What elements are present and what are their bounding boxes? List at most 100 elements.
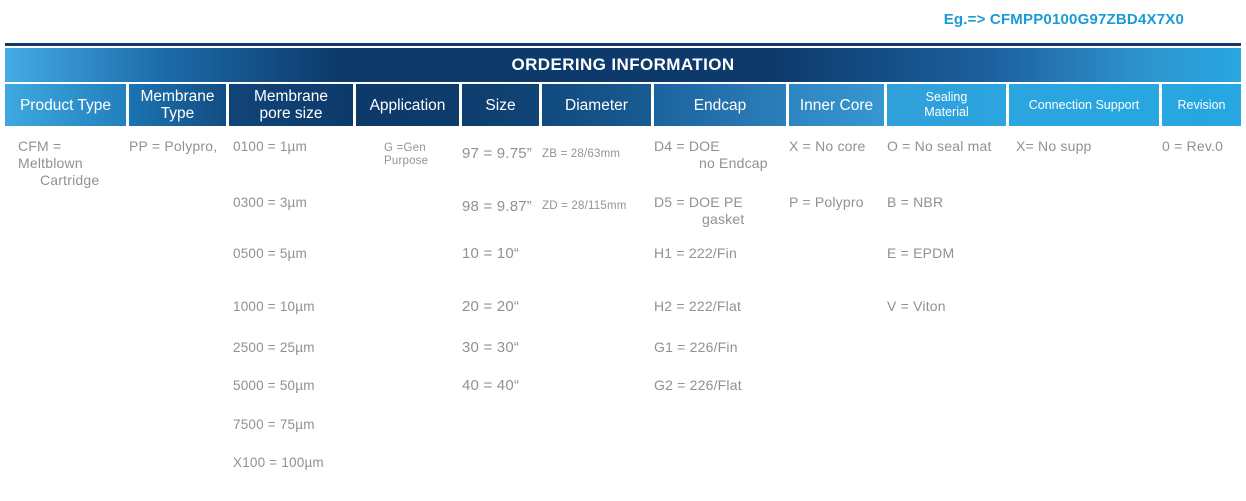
order-code-item: 0300 = 3µm [233,194,353,245]
table-top-border [5,43,1241,46]
order-code-text: X = No core [789,138,866,154]
column-endcap: D4 = DOE no Endcap D5 = DOE PE gasket H1 = 2… [654,138,786,484]
order-code-item: B = NBR [887,194,1006,245]
order-code-item: G1 = 226/Fin [654,339,786,377]
column-diameter: ZB = 28/63mm ZD = 28/115mm [542,138,651,484]
order-code-text: H1 = 222/Fin [654,245,737,261]
column-header-endcap: Endcap [654,84,786,126]
order-code-text: G2 = 226/Flat [654,377,742,393]
order-code-item: CFM = Meltblown Cartridge [18,138,126,194]
order-code-text: D4 = DOE [654,138,720,154]
order-code-text: 5000 = 50µm [233,378,315,393]
order-code-text: O = No seal mat [887,138,992,154]
order-code-item: X100 = 100µm [233,454,353,484]
order-code-item: X = No core [789,138,884,194]
order-code-text: Purpose [384,155,429,167]
column-size: 97 = 9.75” 98 = 9.87” 10 = 10“ 20 = 20“ 30 =… [462,138,539,484]
column-header-product-type: Product Type [5,84,126,126]
column-header-membrane-pore-size: Membrane pore size [229,84,353,126]
order-code-item: 1000 = 10µm [233,298,353,339]
order-code-text: B = NBR [887,194,944,210]
order-code-item: 0 = Rev.0 [1162,138,1241,194]
ordering-information-table: ORDERING INFORMATION Product Type Membran… [5,43,1241,484]
table-header-row: Product Type Membrane Type Membrane pore s… [5,84,1241,126]
order-code-item: 5000 = 50µm [233,377,353,416]
order-code-item: 10 = 10“ [462,245,539,298]
order-code-item: D4 = DOE no Endcap [654,138,786,194]
order-code-text: Cartridge [40,172,100,188]
column-header-size: Size [462,84,539,126]
order-code-item: P = Polypro [789,194,884,245]
column-header-revision: Revision [1162,84,1241,126]
order-code-text: no Endcap [699,155,768,171]
column-header-membrane-type: Membrane Type [129,84,226,126]
order-code-item: 2500 = 25µm [233,339,353,377]
order-code-text: CFM = Meltblown [18,138,83,171]
column-product-type: CFM = Meltblown Cartridge [5,138,126,484]
order-code-item: 20 = 20“ [462,298,539,339]
order-code-item: G =Gen Purpose [384,138,459,194]
order-code-item: ZB = 28/63mm [542,138,651,194]
column-inner-core: X = No core P = Polypro [789,138,884,484]
order-code-text: 0 = Rev.0 [1162,138,1224,154]
order-code-item: G2 = 226/Flat [654,377,786,416]
column-connection-support: X= No supp [1009,138,1159,484]
order-code-text: E = EPDM [887,245,955,261]
order-code-text: H2 = 222/Flat [654,298,742,314]
order-code-item: 40 = 40“ [462,377,539,416]
table-title-bar: ORDERING INFORMATION [5,48,1241,82]
order-code-item: 0500 = 5µm [233,245,353,298]
column-header-application: Application [356,84,459,126]
column-application: G =Gen Purpose [356,138,459,484]
order-code-text: G1 = 226/Fin [654,339,738,355]
order-code-text: P = Polypro [789,194,864,210]
order-code-item: 30 = 30“ [462,339,539,377]
order-code-item: X= No supp [1016,138,1159,194]
column-header-connection-support: Connection Support [1009,84,1159,126]
order-code-text: 10 = 10“ [462,245,520,262]
order-code-text: 97 = 9.75” [462,145,532,162]
order-code-item: H2 = 222/Flat [654,298,786,339]
column-header-inner-core: Inner Core [789,84,884,126]
order-code-text: ZD = 28/115mm [542,200,627,212]
order-code-text: D5 = DOE PE [654,194,743,210]
order-code-item: E = EPDM [887,245,1006,298]
table-title: ORDERING INFORMATION [511,55,735,74]
order-code-item: O = No seal mat [887,138,1006,194]
order-code-text: 20 = 20“ [462,298,520,315]
order-code-text: PP = Polypro, [129,138,218,154]
column-membrane-pore-size: 0100 = 1µm 0300 = 3µm 0500 = 5µm 1000 = 10µ… [229,138,353,484]
order-code-item: 0100 = 1µm [233,138,353,194]
order-code-item: D5 = DOE PE gasket [654,194,786,245]
order-code-text: 2500 = 25µm [233,340,315,355]
example-order-code: Eg.=> CFMPP0100G97ZBD4X7X0 [943,11,1184,28]
order-code-text: 0100 = 1µm [233,139,307,154]
order-code-text: 30 = 30“ [462,339,520,356]
order-code-text: 40 = 40“ [462,377,520,394]
order-code-item: 97 = 9.75” [462,138,539,194]
order-code-item: 7500 = 75µm [233,416,353,454]
order-code-text: X= No supp [1016,138,1092,154]
order-code-item: PP = Polypro, [129,138,226,194]
order-code-text: 0300 = 3µm [233,195,307,210]
column-header-diameter: Diameter [542,84,651,126]
table-body: CFM = Meltblown Cartridge PP = Polypro, 010… [5,128,1241,484]
order-code-text: 1000 = 10µm [233,299,315,314]
order-code-text: X100 = 100µm [233,455,324,470]
column-membrane-type: PP = Polypro, [129,138,226,484]
order-code-item: ZD = 28/115mm [542,194,651,245]
order-code-item: V = Viton [887,298,1006,339]
column-header-sealing-material: Sealing Material [887,84,1006,126]
order-code-item: 98 = 9.87” [462,194,539,245]
order-code-text: ZB = 28/63mm [542,148,621,160]
order-code-item: H1 = 222/Fin [654,245,786,298]
order-code-text: G =Gen [384,142,426,154]
order-code-text: gasket [702,211,745,227]
order-code-text: 0500 = 5µm [233,246,307,261]
column-revision: 0 = Rev.0 [1162,138,1241,484]
column-sealing-material: O = No seal mat B = NBR E = EPDM V = Viton [887,138,1006,484]
order-code-text: 98 = 9.87” [462,198,532,215]
datasheet-page: Eg.=> CFMPP0100G97ZBD4X7X0 ORDERING INFO… [5,11,1241,484]
order-code-text: 7500 = 75µm [233,417,315,432]
order-code-text: V = Viton [887,298,946,314]
